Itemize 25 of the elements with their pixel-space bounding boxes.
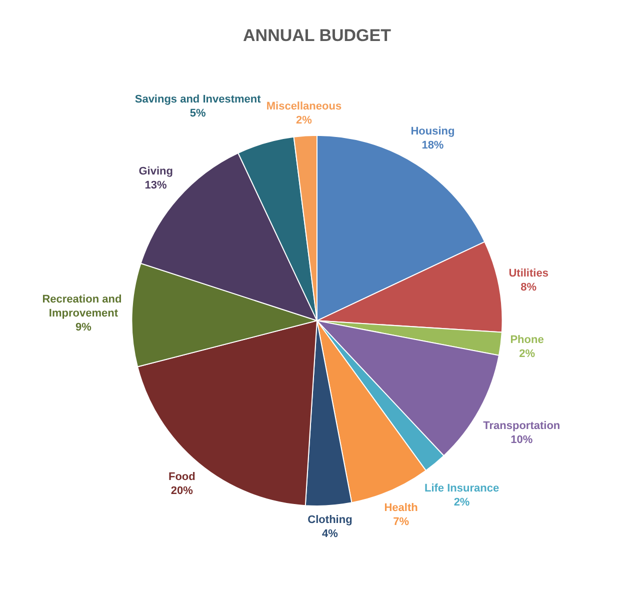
data-label: 9% [76, 321, 92, 334]
data-label: 4% [322, 528, 338, 540]
slice-label: Food [168, 470, 196, 483]
slice-label: Phone [510, 334, 544, 346]
chart-title: ANNUAL BUDGET [243, 26, 392, 45]
slice-label: Miscellaneous [266, 100, 342, 112]
slice-label: Housing [410, 125, 455, 138]
data-label: 18% [422, 139, 444, 152]
data-label: 2% [454, 496, 470, 509]
data-label: 10% [510, 434, 533, 446]
slice-label: Clothing [308, 514, 352, 526]
data-label: 8% [520, 281, 537, 294]
slice-label: Transportation [483, 420, 560, 432]
data-label: 20% [170, 484, 194, 497]
slice-label: Utilities [508, 267, 548, 280]
slice-label: Recreation and Improvement [42, 293, 125, 320]
slice-label: Life Insurance [424, 482, 500, 495]
data-label: 7% [393, 516, 410, 528]
slice-label: Giving [138, 166, 173, 178]
data-label: 13% [144, 180, 168, 192]
slice-label: Health [384, 502, 418, 514]
data-label: 2% [296, 114, 312, 126]
slice-label: Savings and Investment [134, 94, 262, 106]
data-label: 2% [519, 348, 536, 360]
data-label: 5% [190, 108, 206, 120]
